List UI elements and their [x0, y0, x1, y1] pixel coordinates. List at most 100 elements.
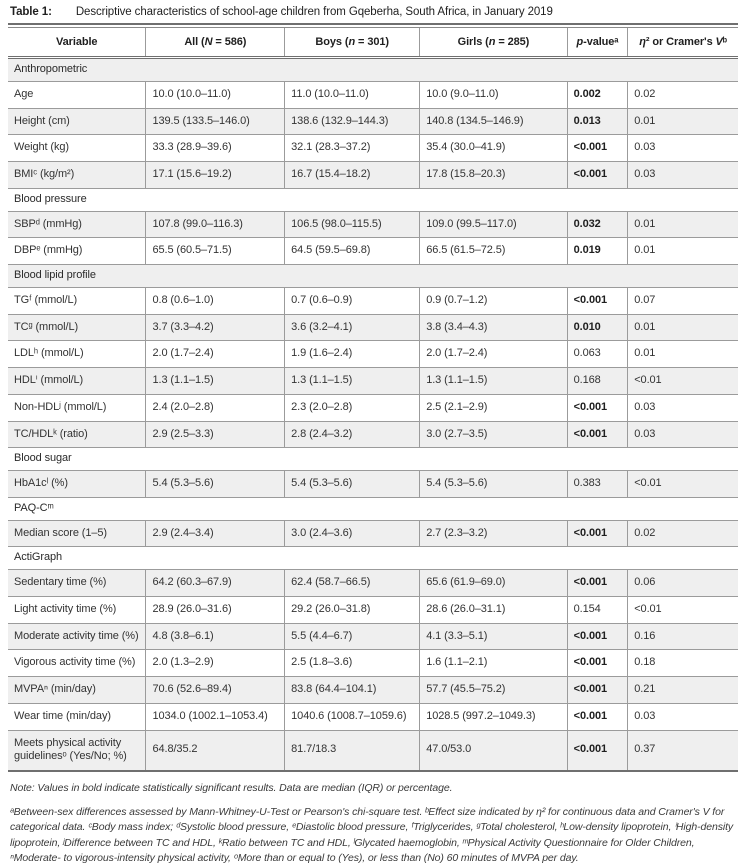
cell-all: 2.0 (1.3–2.9)	[145, 649, 285, 677]
section-row: Anthropometric	[8, 57, 738, 82]
table-caption: Table 1: Descriptive characteristics of s…	[8, 3, 738, 23]
cell-boys: 1040.6 (1008.7–1059.6)	[284, 702, 420, 730]
cell-effect-size: 0.18	[627, 649, 738, 677]
table-row: Vigorous activity time (%) 2.0 (1.3–2.9) 2…	[8, 649, 738, 677]
cell-all: 65.5 (60.5–71.5)	[145, 237, 285, 265]
cell-boys: 29.2 (26.0–31.8)	[284, 595, 420, 623]
table-row: Light activity time (%) 28.9 (26.0–31.6) 2…	[8, 595, 738, 623]
column-header-boys: Boys (n = 301)	[284, 28, 420, 59]
cell-variable: Age	[8, 80, 146, 108]
cell-p-value: <0.001	[566, 286, 628, 314]
cell-effect-size: 0.02	[627, 519, 738, 547]
cell-boys: 32.1 (28.3–37.2)	[284, 134, 420, 162]
cell-effect-size: 0.03	[627, 420, 738, 448]
table-row: Height (cm) 139.5 (133.5–146.0) 138.6 (132…	[8, 107, 738, 135]
cell-all: 70.6 (52.6–89.4)	[145, 676, 285, 704]
cell-effect-size: 0.06	[627, 569, 738, 597]
cell-all: 28.9 (26.0–31.6)	[145, 595, 285, 623]
cell-boys: 5.5 (4.4–6.7)	[284, 622, 420, 650]
cell-effect-size: 0.02	[627, 80, 738, 108]
cell-girls: 109.0 (99.5–117.0)	[419, 210, 568, 238]
cell-p-value: <0.001	[566, 622, 628, 650]
section-label: Anthropometric	[8, 57, 738, 82]
cell-effect-size: 0.21	[627, 676, 738, 704]
header-row: Variable All (N = 586) Boys (n = 301) Gi…	[8, 28, 738, 59]
table-body: Anthropometric Age 10.0 (10.0–11.0) 11.0 (1…	[8, 57, 738, 771]
cell-p-value: <0.001	[566, 676, 628, 704]
cell-boys: 64.5 (59.5–69.8)	[284, 237, 420, 265]
cell-all: 64.2 (60.3–67.9)	[145, 569, 285, 597]
table-header: Variable All (N = 586) Boys (n = 301) Gi…	[8, 28, 738, 59]
table-row: Median score (1–5) 2.9 (2.4–3.4) 3.0 (2.4–…	[8, 519, 738, 547]
descriptives-table: Variable All (N = 586) Boys (n = 301) Gi…	[8, 28, 738, 772]
cell-p-value: 0.013	[566, 107, 628, 135]
cell-boys: 0.7 (0.6–0.9)	[284, 286, 420, 314]
column-header-all: All (N = 586)	[145, 28, 285, 59]
table-note: Note: Values in bold indicate statistica…	[10, 782, 453, 794]
cell-all: 2.9 (2.5–3.3)	[145, 420, 285, 448]
section-row: Blood sugar	[8, 447, 738, 471]
cell-girls: 5.4 (5.3–5.6)	[419, 470, 568, 498]
cell-variable: Weight (kg)	[8, 134, 146, 162]
cell-variable: TGᶠ (mmol/L)	[8, 286, 146, 314]
cell-all: 139.5 (133.5–146.0)	[145, 107, 285, 135]
cell-p-value: 0.063	[566, 340, 628, 368]
table-row: MVPAⁿ (min/day) 70.6 (52.6–89.4) 83.8 (64.…	[8, 676, 738, 704]
cell-effect-size: 0.01	[627, 340, 738, 368]
cell-variable: MVPAⁿ (min/day)	[8, 676, 146, 704]
cell-effect-size: 0.01	[627, 237, 738, 265]
table-row: Non-HDLʲ (mmol/L) 2.4 (2.0–2.8) 2.3 (2.0–2…	[8, 393, 738, 421]
cell-boys: 16.7 (15.4–18.2)	[284, 161, 420, 189]
cell-all: 17.1 (15.6–19.2)	[145, 161, 285, 189]
section-row: ActiGraph	[8, 546, 738, 570]
cell-effect-size: 0.03	[627, 393, 738, 421]
table-row: BMIᶜ (kg/m²) 17.1 (15.6–19.2) 16.7 (15.4–1…	[8, 161, 738, 189]
section-label: PAQ-Cᵐ	[8, 496, 738, 520]
cell-all: 33.3 (28.9–39.6)	[145, 134, 285, 162]
cell-all: 4.8 (3.8–6.1)	[145, 622, 285, 650]
cell-girls: 35.4 (30.0–41.9)	[419, 134, 568, 162]
column-header-girls: Girls (n = 285)	[419, 28, 568, 59]
cell-effect-size: <0.01	[627, 367, 738, 395]
cell-effect-size: <0.01	[627, 595, 738, 623]
cell-p-value: <0.001	[566, 569, 628, 597]
section-row: Blood pressure	[8, 187, 738, 211]
cell-all: 2.9 (2.4–3.4)	[145, 519, 285, 547]
cell-girls: 2.7 (2.3–3.2)	[419, 519, 568, 547]
column-header-effect-size: η² or Cramer's Vᵇ	[627, 28, 738, 59]
table-row: Wear time (min/day) 1034.0 (1002.1–1053.4…	[8, 702, 738, 730]
cell-girls: 1.3 (1.1–1.5)	[419, 367, 568, 395]
cell-boys: 2.8 (2.4–3.2)	[284, 420, 420, 448]
table-row: Weight (kg) 33.3 (28.9–39.6) 32.1 (28.3–37…	[8, 134, 738, 162]
cell-variable: LDLʰ (mmol/L)	[8, 340, 146, 368]
table-row: Sedentary time (%) 64.2 (60.3–67.9) 62.4 (…	[8, 569, 738, 597]
cell-girls: 1028.5 (997.2–1049.3)	[419, 702, 568, 730]
cell-boys: 62.4 (58.7–66.5)	[284, 569, 420, 597]
table-row: TGᶠ (mmol/L) 0.8 (0.6–1.0) 0.7 (0.6–0.9) 0.…	[8, 286, 738, 314]
cell-all: 1.3 (1.1–1.5)	[145, 367, 285, 395]
table-row: HbA1cˡ (%) 5.4 (5.3–5.6) 5.4 (5.3–5.6) 5.4 …	[8, 470, 738, 498]
table-row: DBPᵉ (mmHg) 65.5 (60.5–71.5) 64.5 (59.5–69…	[8, 237, 738, 265]
table-row: HDLⁱ (mmol/L) 1.3 (1.1–1.5) 1.3 (1.1–1.5) 1…	[8, 367, 738, 395]
cell-girls: 0.9 (0.7–1.2)	[419, 286, 568, 314]
cell-boys: 1.9 (1.6–2.4)	[284, 340, 420, 368]
cell-p-value: <0.001	[566, 649, 628, 677]
cell-variable: TC/HDLᵏ (ratio)	[8, 420, 146, 448]
table-number: Table 1:	[10, 6, 52, 18]
cell-girls: 66.5 (61.5–72.5)	[419, 237, 568, 265]
section-row: PAQ-Cᵐ	[8, 496, 738, 520]
cell-variable: Meets physical activity guidelinesᵒ (Yes…	[8, 729, 146, 771]
top-rule	[8, 23, 738, 28]
table-title-text: Descriptive characteristics of school-ag…	[75, 6, 553, 18]
cell-all: 107.8 (99.0–116.3)	[145, 210, 285, 238]
cell-boys: 3.0 (2.4–3.6)	[284, 519, 420, 547]
cell-variable: HbA1cˡ (%)	[8, 470, 146, 498]
section-label: Blood lipid profile	[8, 264, 738, 288]
cell-effect-size: <0.01	[627, 470, 738, 498]
cell-p-value: <0.001	[566, 702, 628, 730]
cell-variable: Median score (1–5)	[8, 519, 146, 547]
cell-all: 2.4 (2.0–2.8)	[145, 393, 285, 421]
cell-boys: 11.0 (10.0–11.0)	[284, 80, 420, 108]
cell-girls: 4.1 (3.3–5.1)	[419, 622, 568, 650]
